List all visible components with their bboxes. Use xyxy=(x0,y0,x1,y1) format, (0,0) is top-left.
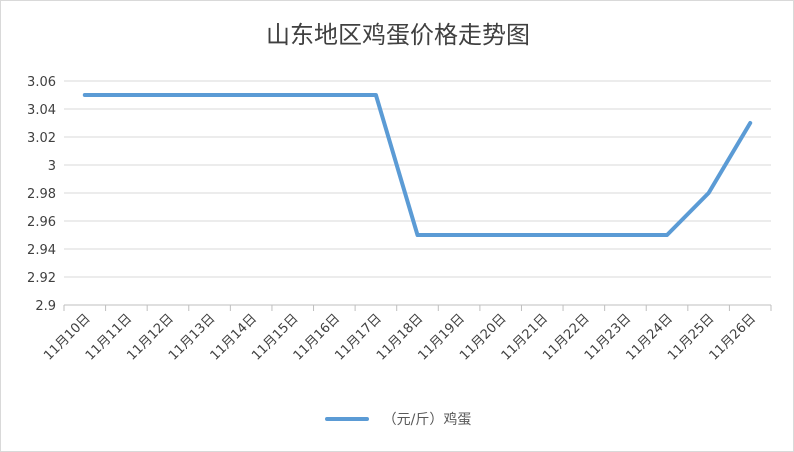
y-tick-label: 2.96 xyxy=(27,215,56,230)
y-tick-label: 2.9 xyxy=(35,299,56,314)
y-tick-label: 3.02 xyxy=(27,131,56,146)
legend: （元/斤）鸡蛋 xyxy=(1,409,793,429)
y-tick-label: 2.94 xyxy=(27,243,56,258)
legend-label: （元/斤）鸡蛋 xyxy=(382,412,472,428)
y-tick-label: 2.92 xyxy=(27,271,56,286)
y-tick-label: 3 xyxy=(48,159,56,174)
legend-swatch xyxy=(324,417,369,421)
chart-title: 山东地区鸡蛋价格走势图 xyxy=(266,21,530,49)
y-tick-label: 3.04 xyxy=(27,103,56,118)
y-tick-label: 2.98 xyxy=(27,187,56,202)
y-tick-label: 3.06 xyxy=(27,75,56,90)
